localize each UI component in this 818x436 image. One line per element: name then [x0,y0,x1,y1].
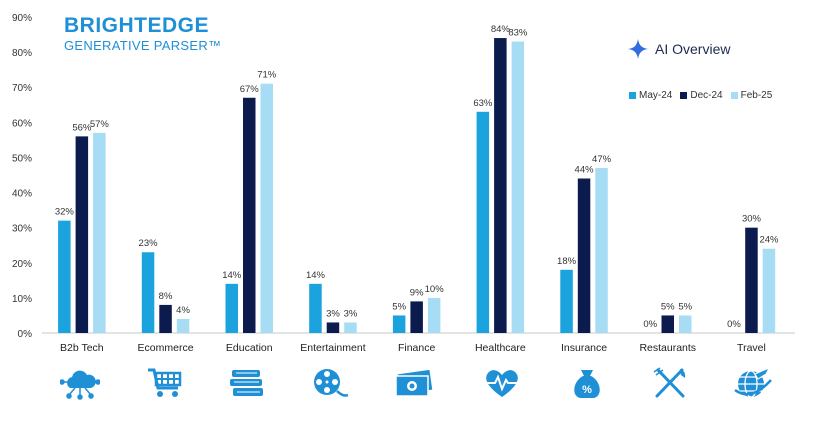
category-label: Finance [398,342,436,354]
category-label: Restaurants [639,342,696,354]
bar-feb-25 [595,167,608,333]
y-tick-label: 40% [12,189,32,200]
data-label: 63% [473,98,493,109]
y-tick-label: 0% [18,329,33,340]
ai-overview-label: AI Overview [655,41,731,57]
y-tick-label: 10% [12,294,32,305]
data-label: 5% [661,301,675,312]
legend-item: May-24 [629,90,672,101]
bar-feb-25 [176,318,190,333]
y-tick-label: 20% [12,259,32,270]
data-label: 0% [643,319,657,330]
data-label: 83% [508,28,528,39]
data-label: 18% [557,256,577,267]
legend-swatch [680,92,688,99]
legend-label: May-24 [639,90,673,101]
data-label: 24% [759,235,779,246]
data-label: 14% [222,270,242,281]
bar-may-24 [476,111,490,333]
heart-pulse-icon [486,370,518,397]
bar-feb-25 [511,41,525,333]
y-tick-label: 30% [12,224,32,235]
books-icon [230,370,263,396]
brand-subtitle: GENERATIVE PARSER™ [64,38,222,53]
category-label: B2b Tech [60,342,104,354]
bar-feb-25 [260,83,273,333]
bar-dec-24 [410,301,423,333]
data-label: 67% [240,84,260,95]
data-label: 57% [90,119,110,130]
data-label: 14% [306,270,326,281]
data-label: 56% [72,122,92,133]
svg-text:%: % [582,384,592,396]
data-label: 32% [55,207,75,218]
bar-dec-24 [75,136,89,333]
legend-label: Dec-24 [690,90,723,101]
bar-dec-24 [159,304,172,333]
category-label: Healthcare [475,342,526,354]
data-label: 4% [176,305,190,316]
bar-dec-24 [661,315,674,333]
money-icon [395,369,433,397]
y-tick-label: 60% [12,118,32,129]
bar-may-24 [225,283,238,333]
bar-dec-24 [577,178,591,333]
ai-overview-badge: AI Overview [627,38,730,60]
globe-plane-icon [734,367,772,398]
data-label: 3% [326,308,340,319]
data-label: 23% [139,238,159,249]
bar-feb-25 [679,315,692,333]
data-label: 47% [592,154,612,165]
bar-may-24 [392,315,406,333]
category-label: Education [226,342,273,354]
money-bag-percent-icon: % [574,370,600,398]
legend-swatch [629,92,636,99]
category-label: Travel [737,342,766,354]
bar-feb-25 [93,132,106,333]
bar-may-24 [560,269,573,333]
sparkle-icon [627,38,649,60]
chart-legend: May-24 Dec-24 Feb-25 [629,90,772,101]
film-reel-icon [314,369,349,397]
legend-label: Feb-25 [740,90,773,101]
data-label: 9% [410,287,424,298]
legend-item: Feb-25 [730,90,773,101]
data-label: 3% [344,308,358,319]
data-label: 71% [257,70,277,81]
category-label: Ecommerce [138,342,194,354]
brand-logo-title: BRIGHTEDGE [64,14,210,37]
bar-feb-25 [344,322,357,333]
cloud-network-icon [60,370,100,400]
bar-dec-24 [745,227,758,333]
category-label: Insurance [561,342,607,354]
legend-item: Dec-24 [680,90,723,101]
data-label: 30% [742,214,762,225]
fork-knife-icon [653,367,686,398]
bar-dec-24 [326,322,340,333]
y-tick-label: 80% [12,48,32,59]
y-tick-label: 70% [12,83,32,94]
data-label: 0% [727,319,741,330]
bar-dec-24 [494,38,507,334]
data-label: 5% [392,301,406,312]
data-label: 5% [678,301,692,312]
bar-may-24 [309,283,322,333]
data-label: 84% [491,24,511,35]
bar-dec-24 [243,97,256,333]
y-tick-label: 50% [12,153,32,164]
bar-may-24 [58,220,71,333]
legend-swatch [730,92,738,99]
bar-feb-25 [762,248,776,333]
data-label: 8% [159,291,173,302]
bar-feb-25 [427,297,441,333]
data-label: 10% [425,284,445,295]
category-label: Entertainment [300,342,365,354]
shopping-cart-icon [148,368,182,397]
data-label: 44% [575,165,595,176]
bar-may-24 [141,252,155,333]
y-tick-label: 90% [12,13,32,24]
